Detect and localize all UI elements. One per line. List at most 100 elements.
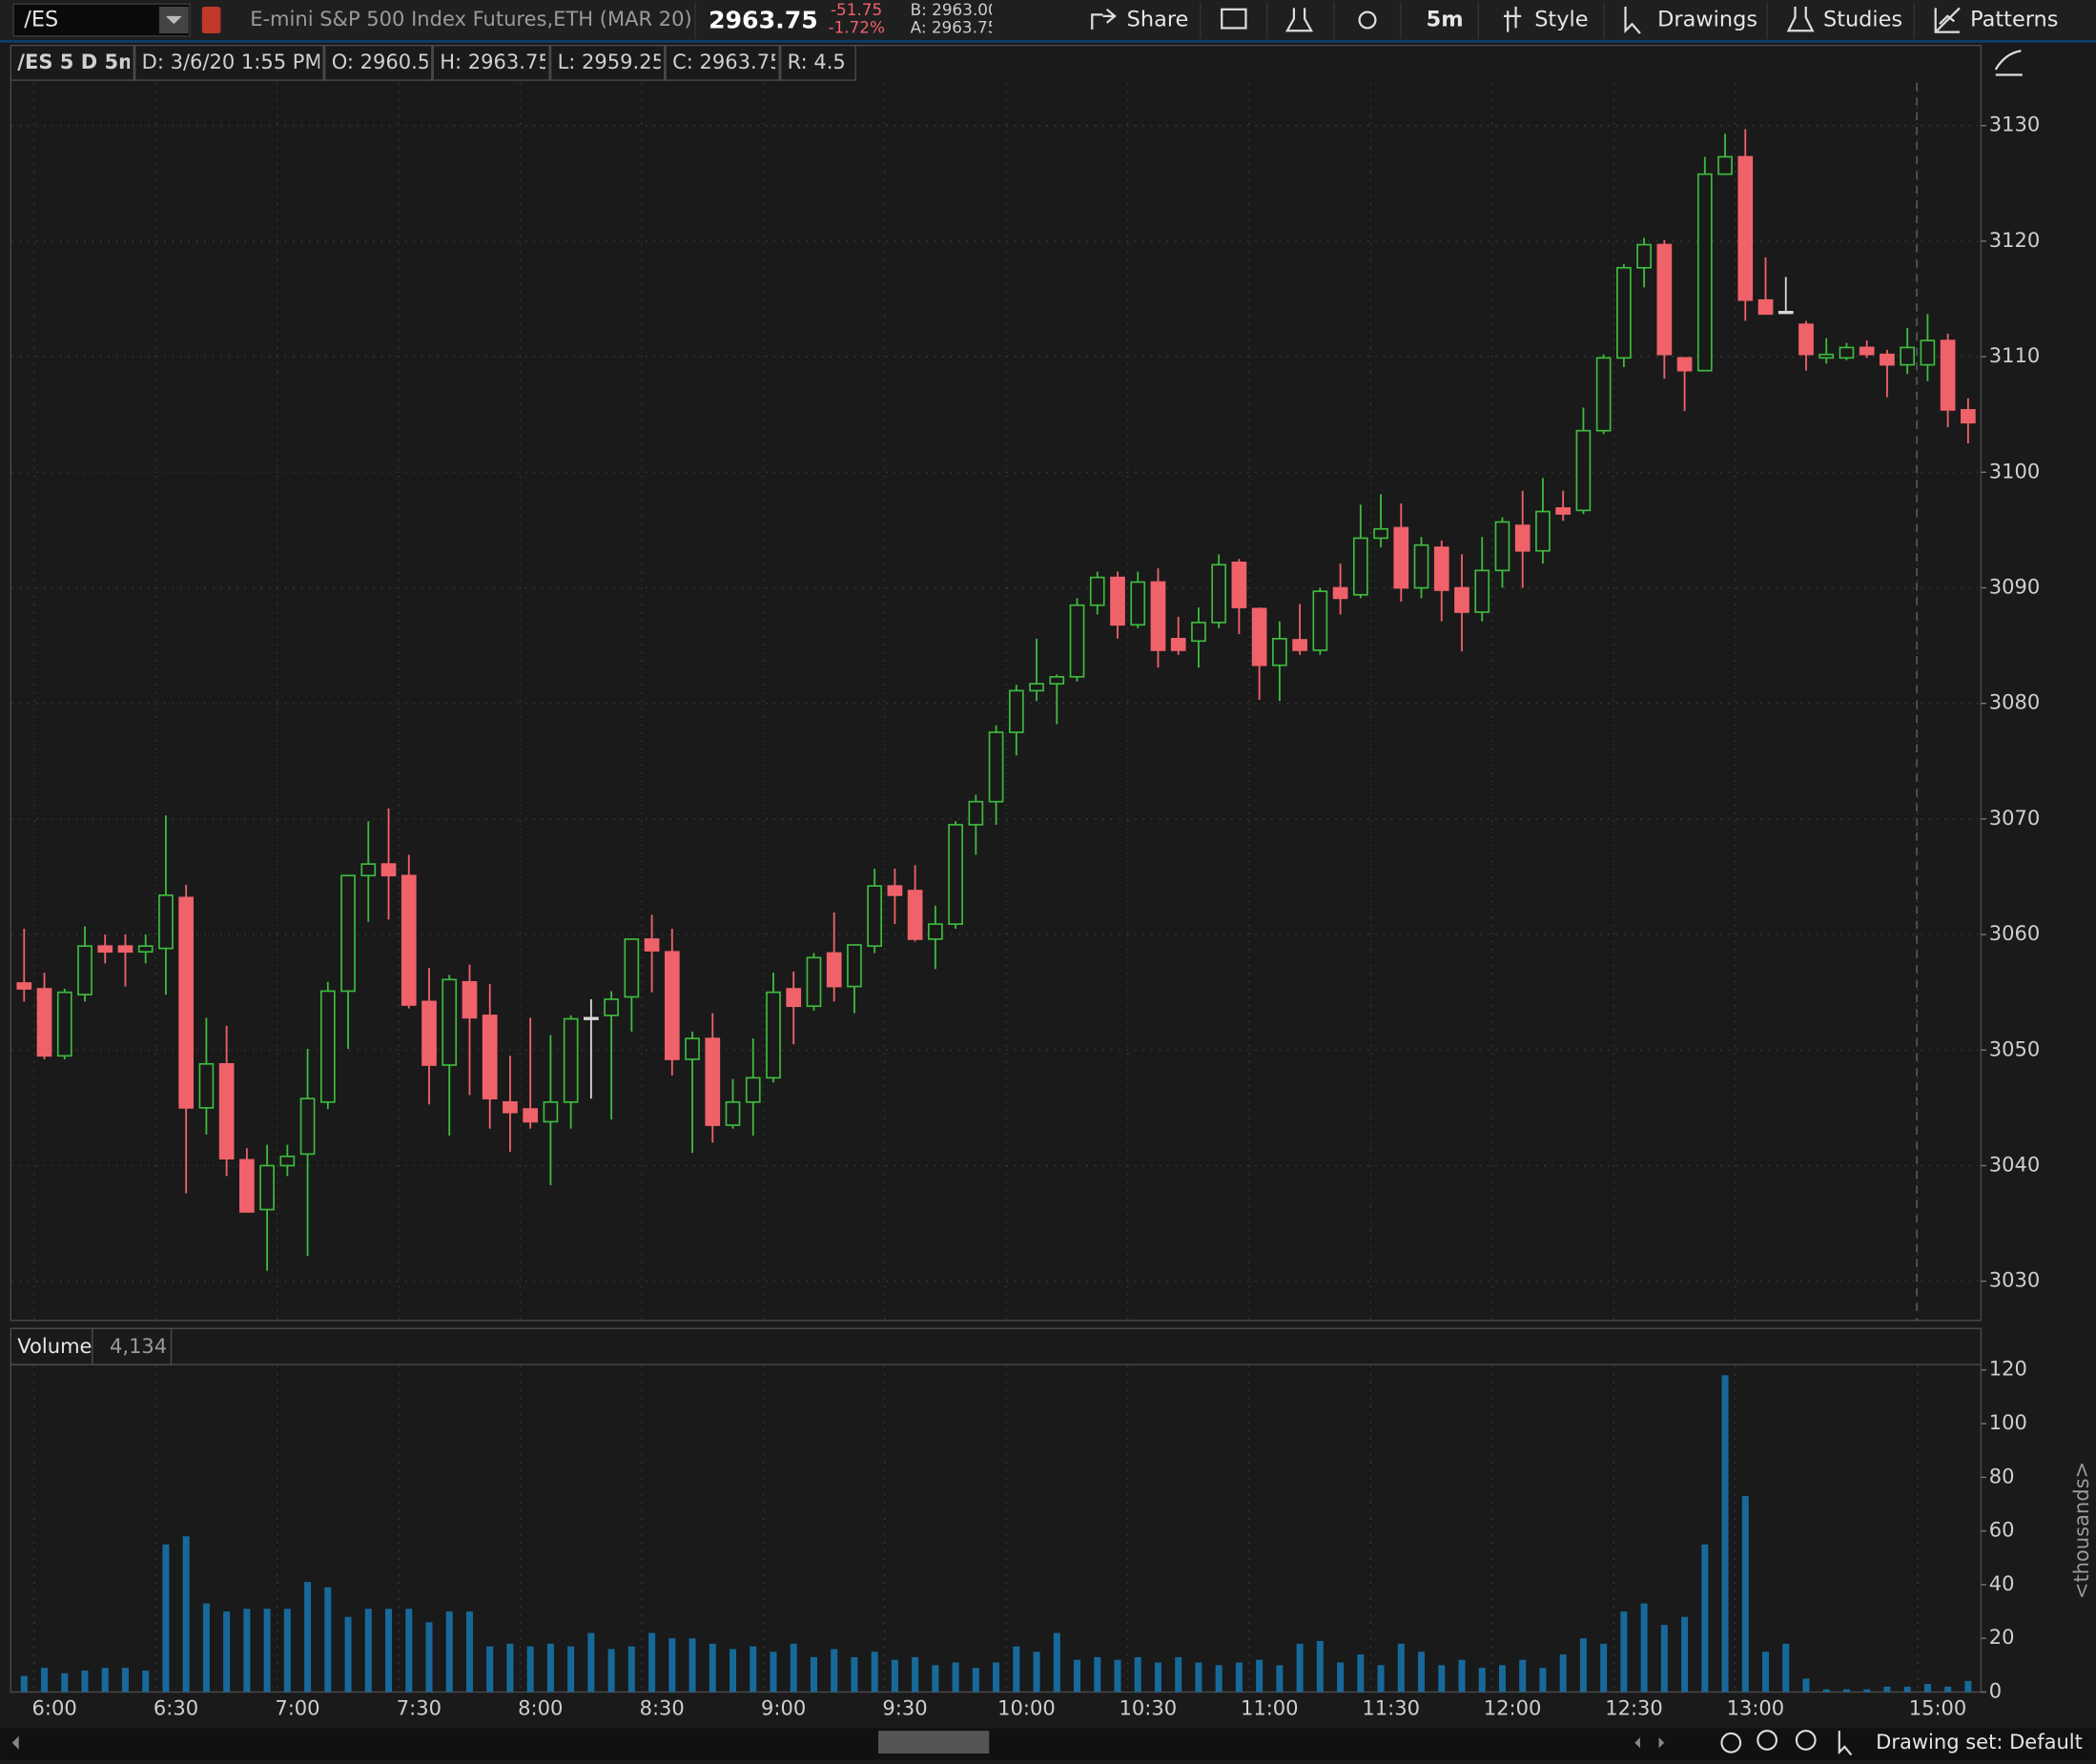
candle-body <box>1777 311 1794 315</box>
candle-body <box>867 885 883 948</box>
volume-bar <box>465 1611 473 1692</box>
style-button[interactable]: Style <box>1534 8 1588 32</box>
candle-body <box>340 874 356 993</box>
zoom-out-icon[interactable] <box>1795 1730 1817 1751</box>
candle-body <box>1191 622 1206 643</box>
toolbar-border <box>0 40 2096 43</box>
volume-bar <box>1033 1651 1040 1692</box>
studies-button[interactable]: Studies <box>1823 8 1902 32</box>
change-pct: -1.72% <box>829 17 886 36</box>
bid: B: 2963.00 <box>911 0 998 19</box>
volume-bar <box>1883 1686 1891 1692</box>
lab-icon <box>1284 8 1314 32</box>
info-clip: D: 3/6/20 1:55 PM <box>142 50 319 73</box>
candle-body <box>1555 507 1572 515</box>
y-tick-label: 3080 <box>1989 690 2040 714</box>
volume-bar <box>851 1656 858 1692</box>
volume-bar <box>627 1646 635 1692</box>
drawing-set[interactable]: Drawing set: Default <box>1876 1730 2083 1754</box>
scale-icon[interactable] <box>1994 50 2023 76</box>
volume-bar <box>1762 1651 1770 1692</box>
volume-bar <box>709 1643 716 1692</box>
volume-bar <box>790 1643 797 1692</box>
last-price: 2963.75 <box>709 6 818 33</box>
info-clip: /ES 5 D 5m <box>17 50 139 73</box>
info-clip: R: 4.5 <box>788 50 846 73</box>
volume-bar <box>750 1646 757 1692</box>
y-tick-label: 3070 <box>1989 806 2040 830</box>
volume-bar <box>972 1668 979 1692</box>
info-text: R: 4.5 <box>788 50 846 73</box>
candle-body <box>1880 353 1895 366</box>
volume-bar <box>1397 1643 1405 1692</box>
scrollbar-thumb[interactable] <box>877 1731 990 1754</box>
candle-body <box>1231 562 1247 608</box>
candle-body <box>482 1015 498 1100</box>
volume-bar <box>1013 1646 1020 1692</box>
volume-bar <box>1235 1662 1243 1692</box>
volume-bar <box>1863 1689 1871 1692</box>
volume-bar <box>162 1544 170 1692</box>
candle-body <box>1211 564 1227 624</box>
candle-body <box>279 1155 296 1167</box>
volume-bar <box>1498 1665 1506 1692</box>
candle-body <box>1575 429 1592 512</box>
volume-bar <box>506 1643 514 1692</box>
pointer-icon[interactable] <box>1838 1731 1853 1756</box>
y-tick-label: 3130 <box>1989 113 2040 136</box>
aggregation-button[interactable]: 5m <box>1427 8 1464 32</box>
x-tick-label: 7:00 <box>275 1696 319 1720</box>
share-button[interactable]: Share <box>1127 8 1189 32</box>
info-clip: C: 2963.75 <box>672 50 775 73</box>
volume-bar <box>810 1656 817 1692</box>
candle-body <box>988 731 1004 803</box>
candle-body <box>1049 675 1065 685</box>
volume-last: 4,134 <box>110 1334 167 1358</box>
volume-bar <box>1559 1654 1567 1692</box>
volume-bar <box>1296 1643 1304 1692</box>
candle-body <box>1089 576 1105 606</box>
volume-bar <box>668 1638 676 1692</box>
info-text: /ES 5 D 5m <box>17 50 139 73</box>
volume-bar <box>1478 1668 1486 1692</box>
candle-body <box>1900 346 1916 366</box>
info-box <box>10 44 134 81</box>
x-tick-label: 11:30 <box>1362 1696 1420 1720</box>
candle-body <box>948 824 963 926</box>
info-text: H: 2963.75 <box>440 50 550 73</box>
volume-bar <box>1923 1684 1931 1692</box>
volume-bar <box>1701 1544 1709 1692</box>
footer <box>0 1728 2096 1760</box>
symbol[interactable]: /ES <box>24 8 58 32</box>
info-box <box>432 44 550 81</box>
settings-icon <box>1358 10 1377 30</box>
candle-body <box>462 980 478 1019</box>
y-tick-label: 3040 <box>1989 1152 2040 1176</box>
volume-bar <box>1660 1625 1668 1692</box>
x-tick-label: 9:00 <box>761 1696 806 1720</box>
candle-body <box>1514 524 1531 552</box>
crosshair-icon[interactable] <box>1720 1732 1742 1754</box>
dropdown-arrow <box>165 15 182 25</box>
candle-body <box>1757 298 1774 316</box>
volume-bar <box>1215 1665 1223 1692</box>
candle-body <box>503 1100 518 1114</box>
volume-bar <box>1842 1689 1850 1692</box>
alert-icon[interactable] <box>201 7 221 34</box>
candle-body <box>543 1100 559 1123</box>
zoom-in-icon[interactable] <box>1757 1730 1777 1751</box>
volume-bar <box>1195 1662 1202 1692</box>
y-tick-label: 120 <box>1989 1357 2027 1381</box>
candle-body <box>1373 527 1388 540</box>
candle-body <box>1940 339 1956 411</box>
y-tick-label: 60 <box>1989 1518 2015 1542</box>
candle-body <box>806 956 822 1008</box>
drawings-button[interactable]: Drawings <box>1657 8 1757 32</box>
candle-body <box>1069 604 1085 678</box>
description: E-mini S&P 500 Index Futures,ETH (MAR 20… <box>250 7 692 31</box>
candle-body <box>259 1164 275 1211</box>
drawings-icon <box>1624 7 1641 34</box>
patterns-button[interactable]: Patterns <box>1970 8 2058 32</box>
candle-body <box>137 945 154 954</box>
